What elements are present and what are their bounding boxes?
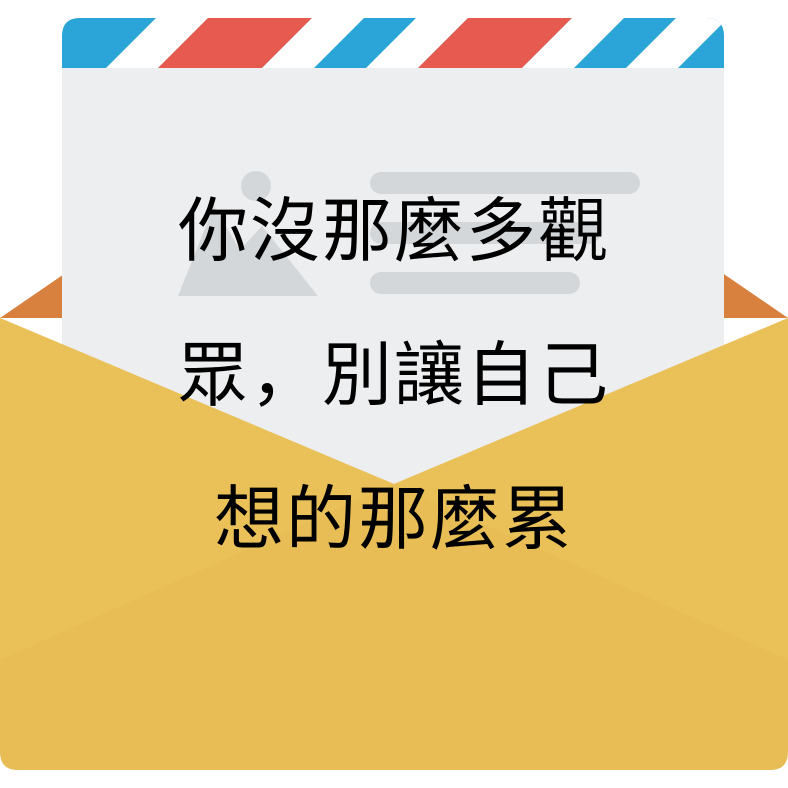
airmail-stripes	[62, 18, 724, 68]
message-text: 你沒那麼多觀 眾，別讓自己 想的那麼累	[0, 196, 788, 628]
envelope-fold-right	[394, 318, 788, 660]
envelope-fold-left	[0, 318, 394, 660]
message-line-2: 眾，別讓自己	[178, 334, 610, 416]
message-line-1: 你沒那麼多觀	[178, 190, 610, 272]
image-placeholder-icon	[178, 171, 318, 296]
message-line-3: 想的那麼累	[214, 478, 574, 560]
letter-text-placeholder	[370, 172, 640, 294]
